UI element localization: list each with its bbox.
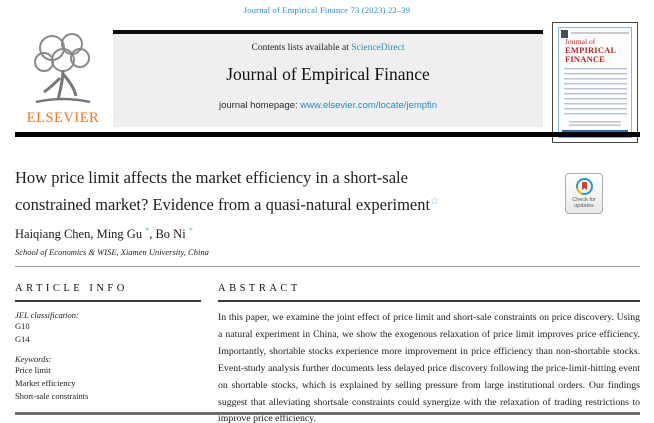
crossmark-icon (575, 177, 593, 195)
check-for-updates-badge[interactable]: Check for updates (565, 173, 603, 214)
cover-title-line3: FINANCE (565, 54, 606, 64)
article-title: How price limit affects the market effic… (15, 166, 590, 216)
author-list: Haiqiang Chen, Ming Gu *, Bo Ni * (15, 226, 193, 242)
elsevier-logo: ELSEVIER (15, 30, 111, 127)
journal-cover-page: Journal of EMPIRICAL FINANCE (558, 27, 632, 138)
title-footnote-star: ☆ (430, 195, 440, 207)
article-title-line1: How price limit affects the market effic… (15, 168, 408, 187)
cover-publisher-logo-icon (561, 30, 568, 38)
abstract-column: ABSTRACT In this paper, we examine the j… (218, 283, 640, 423)
author-separator: , (90, 227, 97, 241)
keywords-label: Keywords: (15, 354, 52, 364)
journal-title: Journal of Empirical Finance (226, 64, 430, 84)
author-affiliation: School of Economics & WISE, Xiamen Unive… (15, 247, 209, 257)
abstract-heading: ABSTRACT (218, 283, 301, 294)
jel-code: G10 (15, 321, 30, 331)
article-title-line2: constrained market? Evidence from a quas… (15, 194, 431, 214)
header-divider (15, 132, 640, 137)
contents-line: Contents lists available at ScienceDirec… (113, 43, 543, 53)
cover-title-line2: EMPIRICAL (565, 45, 617, 55)
jel-classification-label: JEL classification: (15, 310, 79, 320)
abstract-rule (218, 300, 640, 302)
sciencedirect-link[interactable]: ScienceDirect (351, 43, 405, 53)
author-name: Ming Gu (96, 227, 143, 241)
corresponding-author-mark: * (145, 226, 150, 235)
keyword: Short-sale constraints (15, 391, 89, 401)
journal-banner: Contents lists available at ScienceDirec… (113, 30, 543, 127)
cover-title: Journal of EMPIRICAL FINANCE (565, 37, 629, 64)
cover-header-stripe (571, 32, 629, 34)
author-separator: , (149, 227, 156, 241)
jel-code: G14 (15, 334, 30, 344)
article-info-heading: ARTICLE INFO (15, 283, 128, 294)
badge-label: Check for updates (572, 196, 596, 210)
contents-line-prefix: Contents lists available at (251, 43, 352, 53)
journal-homepage-link[interactable]: www.elsevier.com/locate/jempfin (300, 100, 438, 111)
abstract-text: In this paper, we examine the joint effe… (218, 312, 640, 423)
cover-contents-stripes (564, 68, 627, 116)
homepage-prefix: journal homepage: (218, 100, 301, 111)
elsevier-tree-icon (34, 33, 91, 104)
elsevier-wordmark: ELSEVIER (26, 110, 100, 126)
article-info-column: ARTICLE INFO JEL classification: G10 G14… (15, 283, 201, 403)
author-name: Haiqiang Chen (15, 227, 91, 241)
page-bottom-divider (15, 412, 640, 415)
cover-title-line1: Journal of (565, 37, 596, 46)
author-name: Bo Ni (155, 227, 186, 241)
journal-cover-thumbnail: Journal of EMPIRICAL FINANCE (552, 22, 638, 143)
article-info-rule (15, 300, 201, 302)
keyword: Price limit (15, 365, 51, 375)
section-divider (15, 266, 640, 267)
homepage-line: journal homepage: www.elsevier.com/locat… (113, 100, 543, 111)
corresponding-author-mark: * (188, 226, 193, 235)
keyword: Market efficiency (15, 378, 76, 388)
cover-footer-stripes (569, 121, 621, 127)
journal-citation: Journal of Empirical Finance 73 (2023) 2… (243, 5, 411, 15)
